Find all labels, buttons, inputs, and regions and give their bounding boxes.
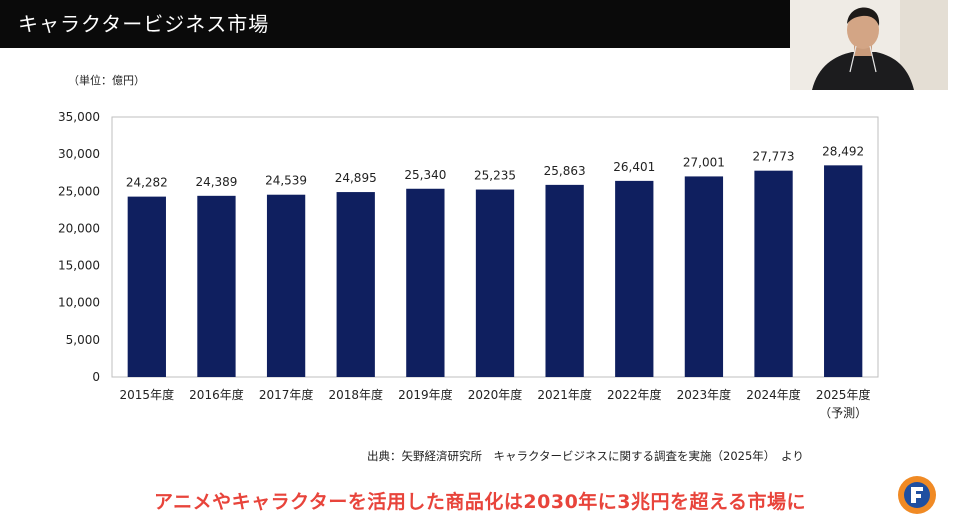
y-tick-label: 5,000: [66, 333, 100, 347]
y-tick-label: 20,000: [58, 221, 100, 235]
x-tick-label: 2020年度: [468, 387, 523, 402]
data-label: 24,539: [265, 174, 307, 188]
bar-chart: 0 5,000 10,000 15,000 20,000 25,000 30,000 35,0…: [58, 110, 879, 420]
data-label: 24,895: [335, 171, 377, 185]
y-tick-label: 15,000: [58, 259, 100, 273]
y-tick-label: 25,000: [58, 184, 100, 198]
bar: [615, 180, 654, 377]
slide-title: キャラクタービジネス市場: [18, 12, 270, 36]
data-label: 25,340: [404, 168, 446, 182]
bar: [684, 176, 724, 377]
bar: [197, 195, 236, 377]
data-label: 26,401: [613, 160, 655, 174]
bar: [475, 189, 515, 377]
data-label: 24,282: [126, 176, 168, 190]
unit-label: （単位：億円）: [68, 74, 145, 87]
header-bar: キャラクタービジネス市場: [0, 0, 790, 48]
y-axis-labels: 0 5,000 10,000 15,000 20,000 25,000 30,000 35,0…: [58, 110, 100, 384]
x-axis-labels: 2015年度 2016年度 2017年度 2018年度 2019年度 2020年度 2021…: [120, 387, 871, 420]
bar: [545, 184, 584, 377]
x-tick-label: 2025年度: [816, 387, 871, 402]
presenter-webcam: [790, 0, 948, 90]
bar: [127, 196, 166, 377]
x-tick-label: 2021年度: [537, 387, 592, 402]
x-tick-label: 2017年度: [259, 387, 314, 402]
x-tick-note: （予測）: [819, 406, 867, 420]
x-tick-label: 2019年度: [398, 387, 453, 402]
y-tick-label: 0: [92, 370, 100, 384]
bar: [406, 188, 445, 377]
y-tick-label: 30,000: [58, 147, 100, 161]
x-tick-label: 2016年度: [189, 387, 244, 402]
data-label: 25,863: [544, 164, 586, 178]
data-label: 25,235: [474, 169, 516, 183]
bars: [127, 165, 863, 377]
x-tick-label: 2015年度: [120, 387, 175, 402]
logo-letter-icon: [911, 487, 923, 503]
x-tick-label: 2022年度: [607, 387, 662, 402]
bar: [266, 194, 306, 377]
data-label: 24,389: [195, 175, 237, 189]
logo-inner: [904, 482, 930, 508]
value-labels: 24,282 24,389 24,539 24,895 25,340 25,235 25,8…: [126, 144, 864, 189]
source-note: 出典：矢野経済研究所 キャラクタービジネスに関する調査を実施（2025年） より: [367, 449, 804, 463]
bar: [754, 170, 793, 377]
bar: [336, 192, 375, 377]
data-label: 27,001: [683, 155, 725, 169]
x-tick-label: 2018年度: [328, 387, 383, 402]
y-tick-label: 10,000: [58, 296, 100, 310]
x-tick-label: 2023年度: [677, 387, 732, 402]
caption: アニメやキャラクターを活用した商品化は2030年に3兆円を超える市場に: [154, 491, 806, 513]
y-tick-label: 35,000: [58, 110, 100, 124]
data-label: 27,773: [753, 150, 795, 164]
x-tick-label: 2024年度: [746, 387, 801, 402]
presenter-silhouette-icon: [790, 0, 948, 90]
bar: [824, 165, 863, 377]
logo-badge: [898, 476, 936, 514]
data-label: 28,492: [822, 144, 864, 158]
